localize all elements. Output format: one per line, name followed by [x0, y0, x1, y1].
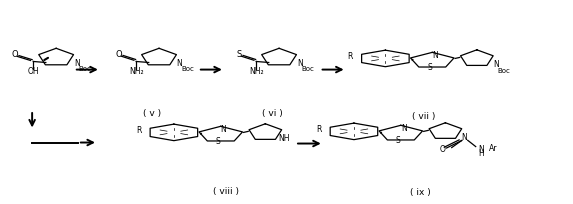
Text: Boc: Boc — [79, 66, 91, 72]
Text: N: N — [432, 51, 438, 60]
Text: Boc: Boc — [301, 66, 314, 72]
Text: S: S — [237, 50, 242, 59]
Text: ( ix ): ( ix ) — [410, 188, 431, 197]
Text: S: S — [215, 137, 220, 146]
Text: S: S — [427, 63, 432, 72]
Text: R: R — [136, 126, 141, 135]
Text: NH₂: NH₂ — [129, 67, 143, 76]
Text: N: N — [176, 59, 182, 68]
Text: O: O — [439, 145, 445, 154]
Text: OH: OH — [28, 67, 39, 76]
Text: Boc: Boc — [181, 66, 194, 72]
Text: N: N — [401, 124, 407, 133]
Text: Ar: Ar — [489, 144, 497, 153]
Text: N: N — [74, 59, 80, 68]
Text: NH₂: NH₂ — [249, 67, 264, 76]
Text: ( vii ): ( vii ) — [412, 112, 435, 121]
Text: H: H — [478, 149, 484, 158]
Text: N: N — [478, 145, 484, 154]
Text: S: S — [395, 136, 401, 145]
Text: ( viii ): ( viii ) — [214, 187, 240, 196]
Text: ( v ): ( v ) — [143, 109, 161, 118]
Text: NH: NH — [278, 134, 290, 143]
Text: O: O — [116, 50, 122, 59]
Text: ( vi ): ( vi ) — [262, 109, 282, 118]
Text: Boc: Boc — [498, 68, 511, 74]
Text: R: R — [347, 52, 352, 61]
Text: N: N — [221, 125, 226, 134]
Text: N: N — [297, 59, 303, 68]
Text: R: R — [316, 125, 321, 134]
Text: N: N — [461, 133, 467, 142]
Text: N: N — [493, 60, 499, 69]
Text: O: O — [11, 51, 18, 60]
